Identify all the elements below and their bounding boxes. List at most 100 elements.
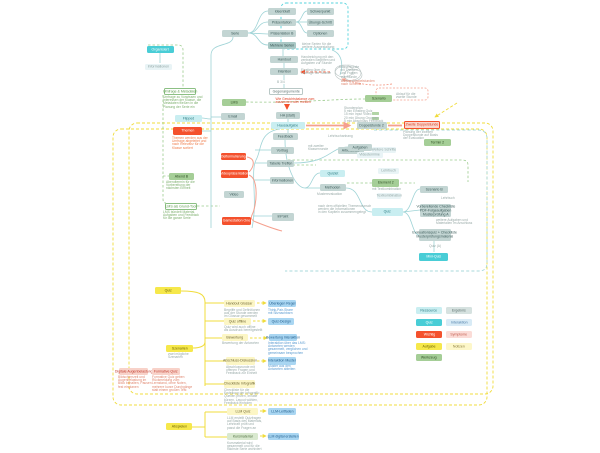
legend-aufgabe-legend-item[interactable]: Aufgabe [416, 343, 442, 350]
scribble-note-line: Klassenrunde [338, 65, 360, 69]
szenario-node[interactable]: Szenario [365, 95, 392, 102]
ha-statt-node[interactable]: HA (statt) [276, 112, 300, 119]
lmsgrund-note-line: LMS bündelt Material, [163, 210, 196, 214]
vortrag-node[interactable]: Vortrag [271, 147, 294, 154]
lms-label: LMS [230, 100, 238, 105]
szenarien-note: zwei mögliche Szenarien [168, 353, 206, 360]
legend-wichtig-legend-item[interactable]: Wichtig [416, 331, 442, 338]
intention-note: Einstieg über die Leitfrage der Stunde [301, 69, 355, 76]
umfrage-metadaten-node[interactable]: Umfrage & Metadaten [163, 88, 197, 95]
material-paket-node[interactable]: Vorbereitende Checkliste PDF-Folgeaufgabe… [416, 204, 455, 217]
llmq-note-line: Lehrkraft prüft und [227, 423, 254, 427]
gegenargumente-node[interactable]: Gegenargumente [269, 88, 303, 95]
mini-quiz-node[interactable]: Mini-Quiz [419, 253, 448, 261]
inpoint-node[interactable]: InPoint [272, 213, 294, 221]
hg-note-line: im Glossar gesammelt [224, 315, 257, 319]
abschluss-diskussion-node[interactable]: Abschluss-Diskussion [223, 357, 258, 365]
legend-symptome-legend-item[interactable]: Symptome [446, 331, 472, 338]
videotermine-node[interactable]: Videotermine [357, 152, 383, 158]
tabelle-treffen-node[interactable]: Tabelle Treffen [267, 160, 294, 167]
optionen-node[interactable]: Optionen [307, 30, 334, 37]
aufgaben-node[interactable]: Aufgaben [348, 144, 372, 151]
quiz-mitte-node[interactable]: Quiz [372, 208, 403, 216]
quizlet-node[interactable]: Quizlet [320, 170, 345, 177]
quiz-design-node[interactable]: Quiz-Design [268, 318, 294, 325]
bewertung-interaktion-node[interactable]: Bewertung Interaktion [266, 334, 300, 341]
abspielen-label: Abspielen [171, 424, 187, 429]
doppelstunde-2-node[interactable]: Doppelstunde 2 [357, 122, 387, 129]
da-note-line: Bildschirmzeit und [118, 375, 145, 379]
bi-note-line: gesammelt, verglichen und [268, 348, 308, 352]
legend-interaktion-legend-item[interactable]: Interaktion [446, 319, 472, 326]
videopraesentation-node[interactable]: Videopräsentation [220, 170, 249, 178]
lmsgrund-note: LMS bündelt Material, Aufgaben und Feedba… [163, 211, 228, 221]
zweite-doppelstunde-node[interactable]: Zweite Doppelstunde [404, 121, 440, 129]
serie-hub-node[interactable]: Serie [222, 30, 248, 37]
yellow-solid-connectors [180, 290, 227, 438]
termin-2-node[interactable]: Termin 2 [424, 139, 451, 146]
feedback-node[interactable]: Feedback [273, 133, 298, 140]
handout-note-line: zentralen Begriffen und [301, 58, 336, 63]
informationen-b-label: Informationen [271, 178, 293, 183]
themen-node[interactable]: Themen [173, 127, 202, 135]
kursmaterial-node[interactable]: Kursmaterial [227, 433, 258, 440]
eval-paket-node[interactable]: Evaluationsquiz + Checkliste Musterprüfun… [413, 229, 457, 241]
methoden-node[interactable]: Methoden [320, 184, 346, 191]
mehrere-serien-node[interactable]: Mehrere Serien [268, 42, 296, 49]
ur-note-line: mit Sitznachbarn [268, 311, 293, 316]
textkombination-node[interactable]: Textkombination [376, 193, 402, 199]
informationen-node[interactable]: Informationen [145, 64, 172, 70]
szenario-b-node[interactable]: Szenario B [420, 186, 448, 193]
abspielen-node[interactable]: Abspielen [166, 423, 192, 430]
lms-node[interactable]: LMS [222, 99, 246, 106]
eval-paket-label: Evaluationsquiz + Checkliste [412, 231, 458, 235]
formative-quiz-node[interactable]: Formative Quiz [152, 368, 180, 375]
legend-ergebnis-legend-item[interactable]: Ergebnis [446, 307, 472, 314]
legend-ressource-legend-item[interactable]: Ressource [416, 307, 442, 314]
legend-quiz-legend-item[interactable]: Quiz [416, 319, 442, 326]
video-node[interactable]: Video [224, 191, 244, 198]
szenario-note-line: Ablauf für die [396, 92, 416, 96]
szenarien-node[interactable]: Szenarien [166, 345, 193, 352]
legend-notizen-legend-item[interactable]: Notizen [446, 343, 472, 350]
gegen-rot-note-line: Wie Gewichtsbalance zum [275, 97, 315, 101]
legend-werkzeug-legend-item[interactable]: Werkzeug [416, 354, 442, 361]
gamestation-node[interactable]: Gamestation One [222, 217, 251, 225]
praesentation-b-node[interactable]: Präsentation B [268, 30, 296, 37]
ueberlegen-regel-node[interactable]: Überlegen Regel [268, 300, 296, 307]
nach-note: nach dem offiziellen Themenwunsch werden … [318, 205, 415, 215]
quiz-offline-node[interactable]: Quiz offline [224, 318, 251, 325]
ci-note-line: Feedback einholen [224, 401, 252, 405]
nach-note-line: in den Kapiteln zusammengelegt [318, 211, 366, 215]
handout-node[interactable]: Handout [270, 56, 298, 63]
llm-leitfaden-node[interactable]: LLM-Leitfaden [268, 408, 296, 415]
lms-grund-node[interactable]: LMS als Grund-Tool [165, 203, 197, 210]
hausaufgabe-node[interactable]: Hausaufgabe [271, 122, 305, 129]
quiz-unten-node[interactable]: Quiz [155, 287, 181, 294]
legend-interaktion-label: Interaktion [450, 320, 468, 325]
bewertung-node[interactable]: Bewertung [222, 334, 248, 341]
da-note: Bildschirmzeit und Augenbelastung im Blick… [118, 376, 179, 389]
uebungs-schritt-node[interactable]: Übungs-Schritt [307, 19, 334, 26]
zielformulierung-node[interactable]: Zielformulierung [221, 153, 246, 160]
weitere-schritte-node[interactable]: Weitere Schritte [372, 147, 396, 153]
flipped-node[interactable]: Flipped [175, 115, 202, 122]
llm-quiz-node[interactable]: LLM Quiz [227, 408, 258, 415]
llm-digital-node[interactable]: LLM digital erstellen [268, 433, 299, 440]
digitale-augenbelastung-node[interactable]: Digitale Augenbelastung [115, 368, 152, 375]
email-node[interactable]: Email [221, 113, 245, 120]
ideenblatt-node[interactable]: Ideenblatt [268, 8, 296, 15]
informationen-b-node[interactable]: Informationen [270, 177, 294, 184]
abend-b-node[interactable]: Abend B [169, 173, 194, 180]
organisiert-node[interactable]: Organisiert [147, 46, 174, 53]
optionen-label: Optionen [313, 31, 328, 36]
informationen-label: Informationen [147, 65, 170, 69]
schwerpunkt-node[interactable]: Schwerpunkt [307, 8, 334, 15]
checkliste-infografik-node[interactable]: Checkliste Infografik [224, 380, 255, 388]
praesentation-node[interactable]: Präsentation [268, 19, 296, 26]
intention-node[interactable]: Intention [270, 68, 298, 75]
lehrbuch-node[interactable]: Lehrbuch [378, 168, 399, 174]
interaktion-muster-node[interactable]: Interaktion Muster [268, 357, 296, 365]
element-2-node[interactable]: Element 2 [372, 179, 399, 187]
handout-glossar-node[interactable]: Handout Glossar [224, 300, 255, 307]
